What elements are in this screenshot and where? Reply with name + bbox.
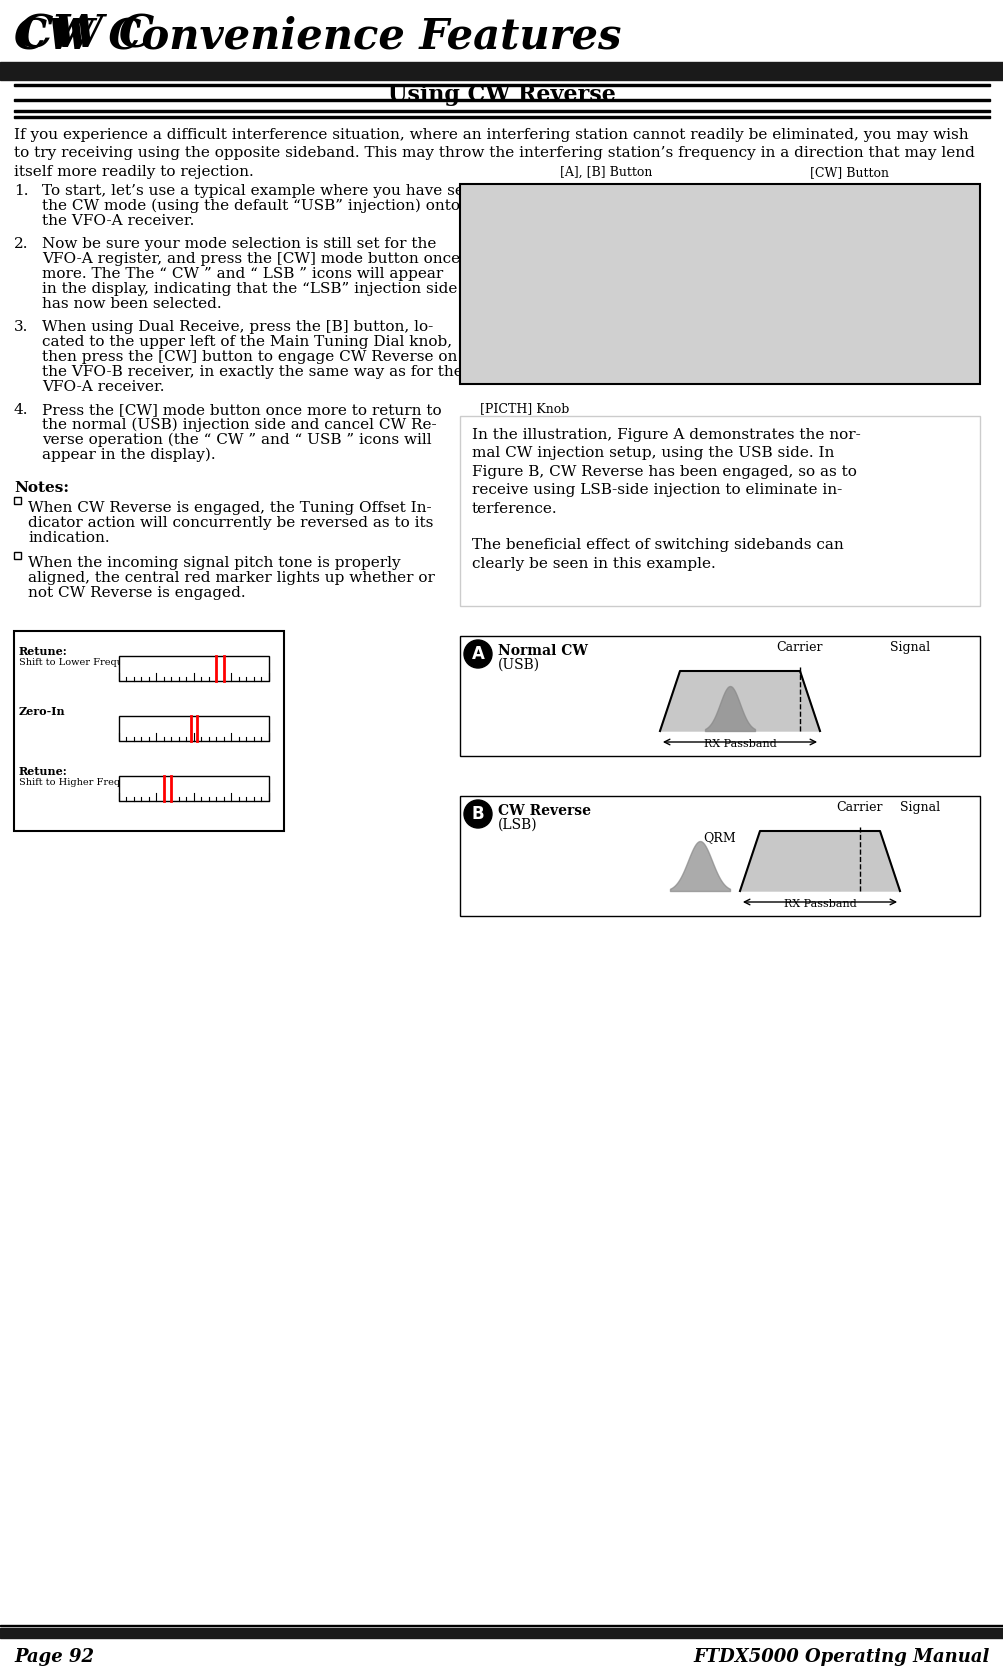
Text: RX Passband: RX Passband (703, 739, 775, 749)
Bar (14, 116, 989, 117)
Text: then press the [CW] button to engage CW Reverse on: then press the [CW] button to engage CW … (42, 350, 457, 364)
Text: RX Passband: RX Passband (783, 898, 856, 908)
Bar (14, 630, 284, 831)
Text: (LSB): (LSB) (497, 818, 537, 831)
Bar (0, 62, 1003, 80)
Text: appear in the display).: appear in the display). (42, 447, 216, 463)
Text: 2.: 2. (14, 236, 28, 251)
Text: more. The The “ CW ” and “ LSB ” icons will appear: more. The The “ CW ” and “ LSB ” icons w… (42, 266, 442, 282)
Text: Signal: Signal (889, 640, 929, 654)
Bar (119, 776, 269, 801)
Text: When CW Reverse is engaged, the Tuning Offset In-: When CW Reverse is engaged, the Tuning O… (28, 501, 431, 515)
Text: (USB): (USB) (497, 659, 540, 672)
Text: VFO-A register, and press the [CW] mode button once: VFO-A register, and press the [CW] mode … (42, 251, 459, 266)
Text: the VFO-A receiver.: the VFO-A receiver. (42, 215, 195, 228)
Text: In the illustration, Figure A demonstrates the nor-
mal CW injection setup, usin: In the illustration, Figure A demonstrat… (471, 427, 860, 572)
Bar (459, 184, 979, 384)
Bar (119, 716, 269, 741)
Text: [CW] Button: [CW] Button (809, 166, 888, 179)
Bar (459, 416, 979, 607)
Bar (0, 1627, 1003, 1637)
Polygon shape (739, 831, 899, 892)
Text: QRM: QRM (703, 831, 735, 845)
Text: CW Reverse: CW Reverse (497, 804, 591, 818)
Text: Carrier: Carrier (835, 801, 883, 815)
Text: Retune:: Retune: (19, 645, 67, 657)
Bar (14, 111, 989, 112)
Text: dicator action will concurrently be reversed as to its: dicator action will concurrently be reve… (28, 516, 433, 530)
Text: If you experience a difficult interference situation, where an interfering stati: If you experience a difficult interferen… (14, 127, 974, 179)
Text: [A], [B] Button: [A], [B] Button (560, 166, 652, 179)
Text: not CW Reverse is engaged.: not CW Reverse is engaged. (28, 587, 246, 600)
Text: Zero-In: Zero-In (19, 706, 65, 717)
Text: in the display, indicating that the “LSB” injection side: in the display, indicating that the “LSB… (42, 282, 457, 297)
Text: Notes:: Notes: (14, 481, 69, 494)
Polygon shape (659, 670, 819, 731)
Text: has now been selected.: has now been selected. (42, 297, 222, 312)
Text: Shift to Lower Frequency: Shift to Lower Frequency (19, 659, 145, 667)
Text: the VFO-B receiver, in exactly the same way as for the: the VFO-B receiver, in exactly the same … (42, 365, 462, 379)
Text: Retune:: Retune: (19, 766, 67, 778)
Bar (14, 498, 21, 504)
Text: Signal: Signal (899, 801, 939, 815)
Bar (119, 655, 269, 680)
Text: Carrier: Carrier (776, 640, 822, 654)
Text: 1.: 1. (14, 184, 28, 198)
Text: [PICTH] Knob: [PICTH] Knob (479, 402, 569, 416)
Text: CW Convenience Features: CW Convenience Features (14, 17, 621, 59)
Text: indication.: indication. (28, 531, 109, 545)
Bar (459, 796, 979, 917)
Text: the CW mode (using the default “USB” injection) onto: the CW mode (using the default “USB” inj… (42, 199, 459, 213)
Text: To start, let’s use a typical example where you have set: To start, let’s use a typical example wh… (42, 184, 469, 198)
Text: 4.: 4. (14, 402, 28, 417)
Text: B: B (471, 804, 483, 823)
Text: 3.: 3. (14, 320, 28, 334)
Text: the normal (USB) injection side and cancel CW Re-: the normal (USB) injection side and canc… (42, 417, 436, 432)
Text: FTDX5000 Operating Manual: FTDX5000 Operating Manual (693, 1648, 989, 1666)
Circle shape (463, 799, 491, 828)
Bar (459, 635, 979, 756)
Text: aligned, the central red marker lights up whether or: aligned, the central red marker lights u… (28, 572, 434, 585)
Text: A: A (471, 645, 484, 664)
Bar (14, 551, 21, 560)
Text: cated to the upper left of the Main Tuning Dial knob,: cated to the upper left of the Main Tuni… (42, 335, 451, 349)
Text: When the incoming signal pitch tone is properly: When the incoming signal pitch tone is p… (28, 556, 400, 570)
Text: verse operation (the “ CW ” and “ USB ” icons will: verse operation (the “ CW ” and “ USB ” … (42, 432, 431, 447)
Text: CW C: CW C (18, 13, 154, 57)
Circle shape (463, 640, 491, 669)
Text: Now be sure your mode selection is still set for the: Now be sure your mode selection is still… (42, 236, 436, 251)
Text: Shift to Higher Frequency: Shift to Higher Frequency (19, 778, 149, 788)
Text: Using CW Reverse: Using CW Reverse (388, 84, 615, 106)
Text: Press the [CW] mode button once more to return to: Press the [CW] mode button once more to … (42, 402, 441, 417)
Text: Normal CW: Normal CW (497, 644, 588, 659)
Text: VFO-A receiver.: VFO-A receiver. (42, 380, 164, 394)
Text: Page 92: Page 92 (14, 1648, 94, 1666)
Text: QRM: QRM (753, 670, 785, 684)
Text: When using Dual Receive, press the [B] button, lo-: When using Dual Receive, press the [B] b… (42, 320, 433, 334)
